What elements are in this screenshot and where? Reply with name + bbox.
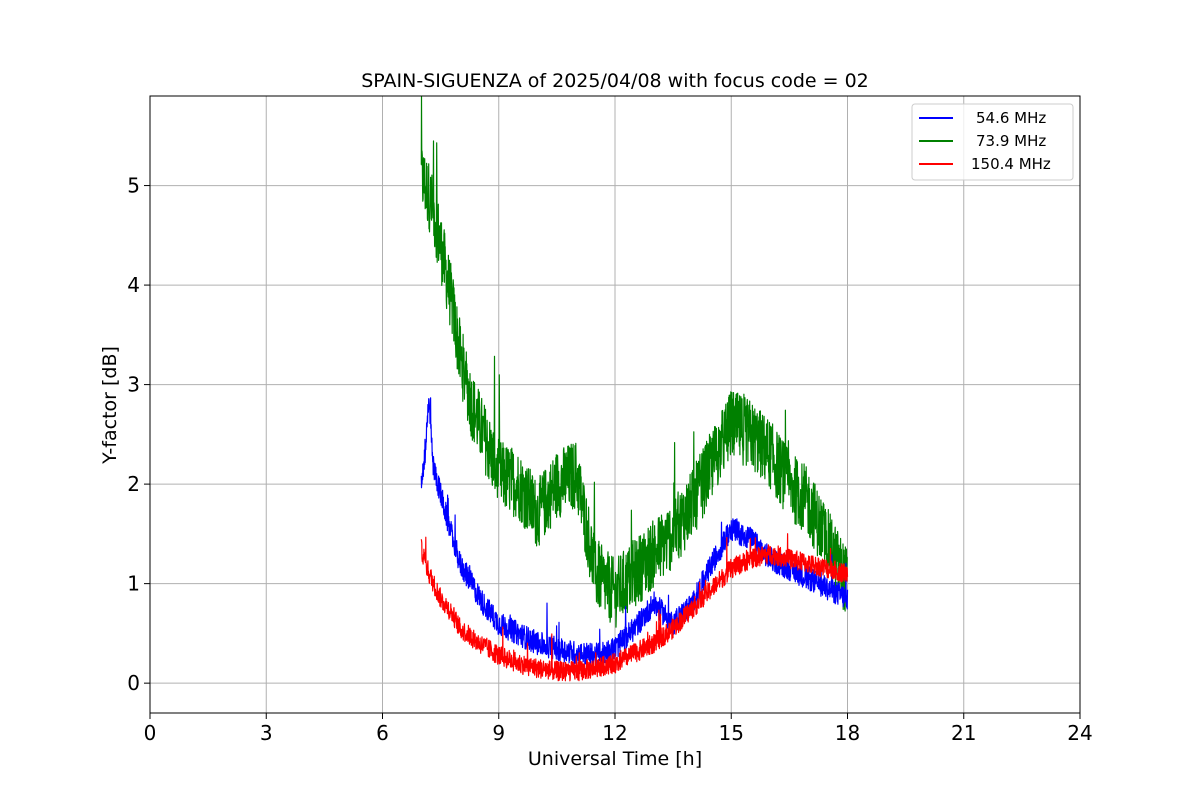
legend-label-54-6: 54.6 MHz bbox=[976, 109, 1046, 127]
x-tick-label: 0 bbox=[144, 721, 157, 745]
chart-title: SPAIN-SIGUENZA of 2025/04/08 with focus … bbox=[361, 70, 869, 92]
y-axis-label: Y-factor [dB] bbox=[99, 346, 121, 465]
series-line-1 bbox=[420, 95, 848, 628]
legend: 54.6 MHz 73.9 MHz 150.4 MHz bbox=[911, 103, 1074, 181]
y-tick-label: 4 bbox=[127, 273, 140, 297]
series-line-2 bbox=[420, 533, 849, 682]
x-tick-label: 12 bbox=[602, 721, 627, 745]
legend-label-150-4: 150.4 MHz bbox=[971, 155, 1051, 173]
legend-box bbox=[911, 103, 1074, 181]
x-tick-label: 15 bbox=[719, 721, 744, 745]
x-tick-label: 3 bbox=[260, 721, 273, 745]
x-tick-label: 21 bbox=[951, 721, 976, 745]
x-tick-label: 24 bbox=[1067, 721, 1092, 745]
y-tick-label: 0 bbox=[127, 671, 140, 695]
x-axis-label: Universal Time [h] bbox=[528, 748, 702, 770]
y-tick-label: 1 bbox=[127, 572, 140, 596]
x-tick-label: 18 bbox=[835, 721, 860, 745]
y-tick-label: 2 bbox=[127, 472, 140, 496]
y-tick-label: 3 bbox=[127, 373, 140, 397]
series-layer bbox=[420, 95, 849, 682]
x-tick-label: 6 bbox=[376, 721, 389, 745]
x-tick-label: 9 bbox=[492, 721, 505, 745]
legend-label-73-9: 73.9 MHz bbox=[976, 132, 1046, 150]
y-tick-label: 5 bbox=[127, 174, 140, 198]
